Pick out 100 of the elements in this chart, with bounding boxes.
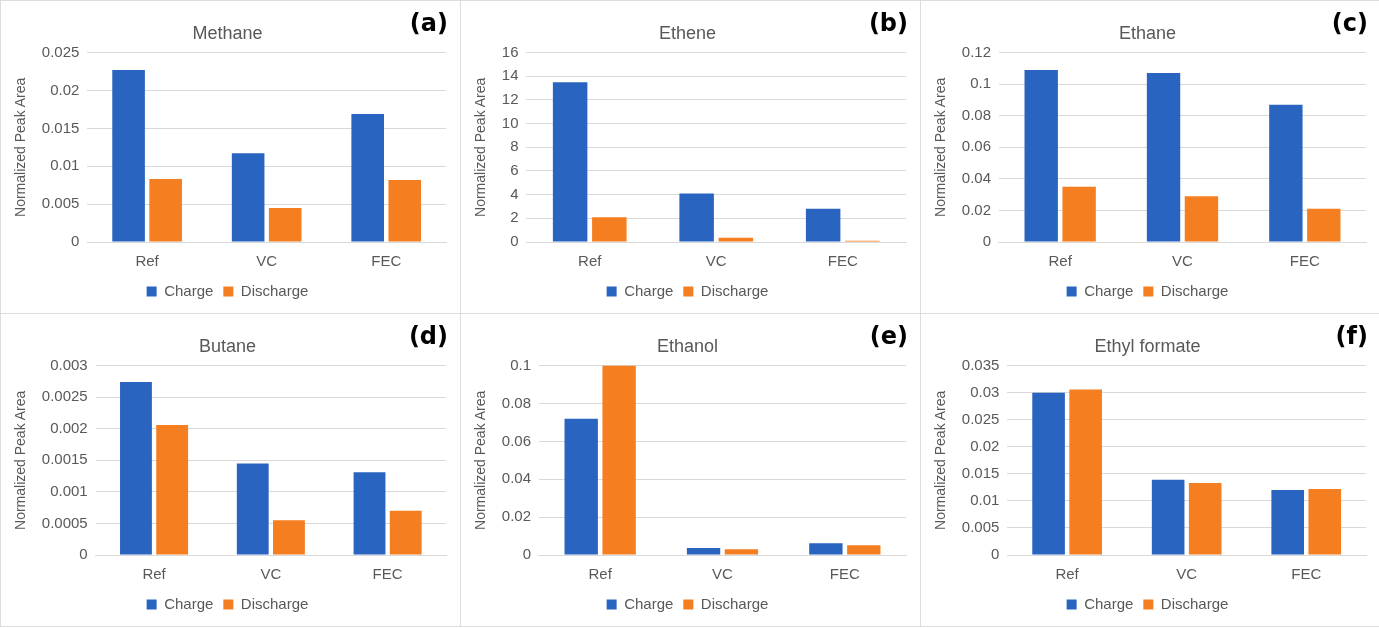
bar	[156, 424, 189, 555]
x-tick-label: FEC	[829, 565, 860, 583]
y-axis-title: Normalized Peak Area	[932, 77, 949, 217]
bar	[353, 472, 386, 555]
y-tick-label: 0	[79, 545, 88, 563]
legend-label: Discharge	[700, 281, 769, 299]
bar	[1184, 196, 1219, 242]
y-tick-label: 0.1	[970, 74, 991, 92]
text: (d)	[408, 322, 448, 351]
y-tick-label: 6	[510, 161, 519, 179]
text: (c)	[1331, 9, 1368, 38]
y-tick-label: 14	[501, 66, 519, 84]
bar	[1307, 208, 1341, 242]
bar	[592, 217, 627, 242]
y-axis-title: Normalized Peak Area	[932, 390, 949, 530]
x-tick-label: Ref	[142, 565, 167, 583]
y-tick-label: 4	[510, 184, 519, 202]
bar	[231, 153, 265, 242]
bar	[809, 543, 843, 555]
y-tick-label: 0.035	[961, 355, 1000, 373]
x-tick-label: Ref	[135, 252, 160, 270]
y-tick-label: 0.005	[961, 518, 1000, 536]
bar	[718, 237, 754, 242]
y-tick-label: 0.03	[970, 382, 1000, 400]
legend-label: Charge	[164, 281, 214, 299]
x-tick-label: FEC	[371, 252, 402, 270]
bar	[805, 208, 841, 242]
y-tick-label: 0.0005	[41, 513, 88, 531]
bar	[564, 418, 598, 555]
y-tick-label: 0.08	[961, 105, 991, 123]
y-tick-label: 12	[501, 90, 519, 108]
y-tick-label: 0.08	[501, 393, 531, 411]
y-tick-label: 0.015	[41, 118, 80, 136]
legend-label: Charge	[1084, 281, 1134, 299]
y-tick-label: 0.003	[50, 355, 88, 373]
bar	[679, 193, 714, 242]
y-tick-label: 0.01	[50, 156, 80, 174]
y-tick-label: 2	[510, 208, 519, 226]
y-tick-label: 0.002	[50, 418, 88, 436]
y-tick-label: 0.02	[501, 507, 531, 525]
bar	[388, 179, 422, 242]
y-tick-label: 0.06	[961, 137, 991, 155]
bar	[1308, 488, 1342, 555]
text: (a)	[409, 9, 448, 38]
bar	[351, 113, 384, 242]
y-axis-title: Normalized Peak Area	[12, 390, 29, 530]
bar	[112, 70, 145, 242]
legend-label: Discharge	[240, 594, 309, 612]
x-tick-label: Ref	[578, 252, 603, 270]
y-tick-label: 10	[501, 113, 519, 131]
y-tick-label: 0.1	[510, 355, 531, 373]
legend-label: Charge	[624, 594, 674, 612]
y-tick-label: 0	[522, 545, 531, 563]
y-axis-title: Normalized Peak Area	[12, 77, 29, 217]
x-tick-label: VC	[256, 252, 278, 270]
chart-title: Ethanol	[656, 335, 719, 356]
y-tick-label: 0.01	[970, 491, 1000, 509]
chart-title: Ethene	[658, 22, 717, 43]
legend-label: Discharge	[700, 594, 769, 612]
bar	[236, 463, 269, 555]
y-tick-label: 0	[70, 232, 80, 250]
y-tick-label: 0	[990, 545, 1000, 563]
y-tick-label: 0.06	[501, 431, 531, 449]
bar	[1271, 490, 1304, 555]
text: (e)	[869, 322, 908, 351]
y-tick-label: 0.02	[50, 80, 80, 98]
x-tick-label: FEC	[372, 565, 403, 583]
y-tick-label: 0	[510, 232, 519, 250]
y-axis-title: Normalized Peak Area	[472, 390, 489, 530]
bar	[120, 382, 152, 555]
bar	[847, 545, 881, 555]
x-tick-label: Ref	[588, 565, 613, 583]
bar	[1062, 186, 1096, 242]
y-tick-label: 0.025	[961, 409, 1000, 427]
y-tick-label: 0.005	[41, 194, 80, 212]
x-tick-label: FEC	[1289, 252, 1320, 270]
x-tick-label: Ref	[1048, 252, 1073, 270]
legend-label: Charge	[624, 281, 674, 299]
x-tick-label: VC	[1176, 565, 1198, 583]
y-tick-label: 0.015	[961, 463, 1000, 481]
legend-label: Charge	[1084, 594, 1134, 612]
bar	[1269, 104, 1303, 242]
y-tick-label: 0.0025	[41, 387, 88, 405]
y-tick-label: 0.04	[961, 169, 991, 187]
legend-label: Discharge	[1160, 281, 1229, 299]
bar	[1069, 389, 1102, 555]
bar	[268, 207, 302, 242]
bar	[389, 510, 422, 555]
x-tick-label: FEC	[827, 252, 858, 270]
bar	[686, 547, 721, 555]
chart-title: Methane	[192, 22, 263, 43]
text: (f)	[1335, 322, 1368, 351]
x-tick-label: VC	[712, 565, 734, 583]
bar	[149, 179, 182, 242]
bar	[1146, 73, 1181, 242]
bar	[1188, 483, 1222, 555]
bar	[1024, 69, 1058, 242]
y-tick-label: 0.001	[50, 482, 88, 500]
chart-title: Butane	[198, 335, 257, 356]
y-tick-label: 0.025	[41, 42, 80, 60]
